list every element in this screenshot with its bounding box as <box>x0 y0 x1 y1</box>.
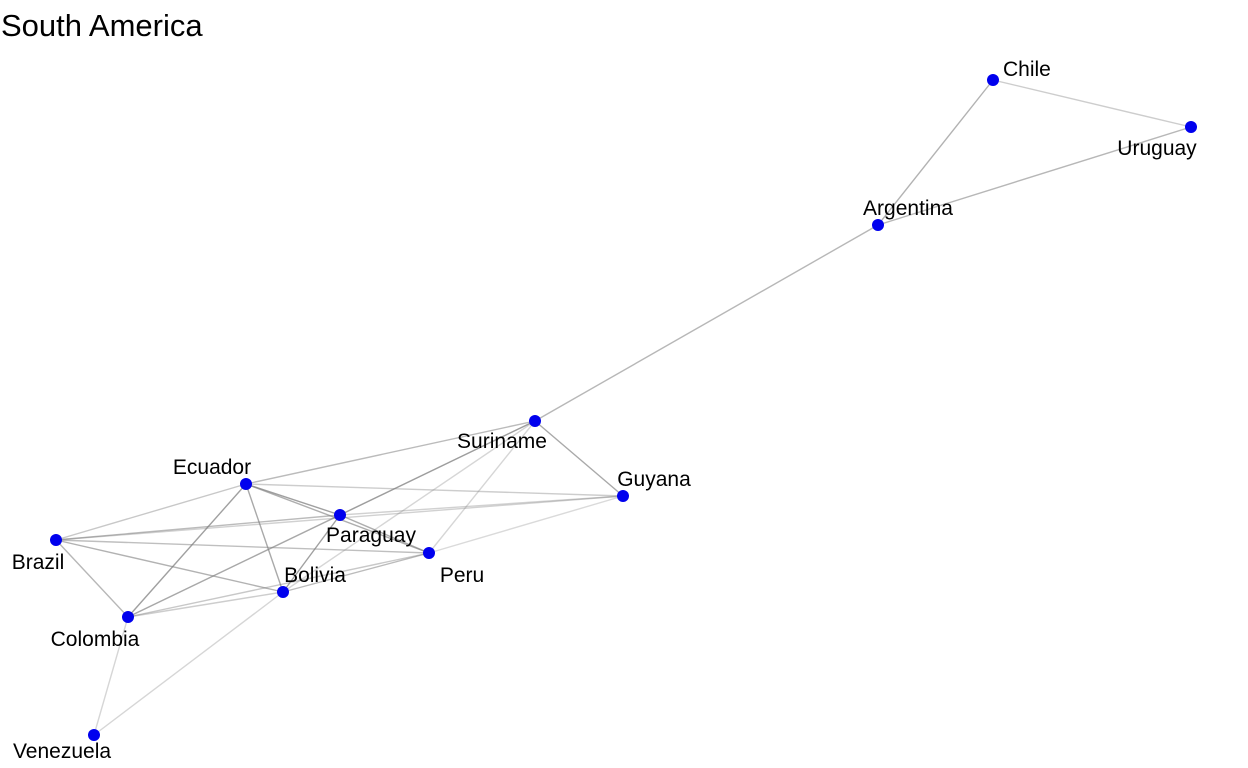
node-chile <box>987 74 999 86</box>
node-argentina <box>872 219 884 231</box>
edge-ecuador-guyana <box>245 483 624 497</box>
edge-brazil-bolivia <box>55 539 284 593</box>
edge-suriname-bolivia <box>282 420 536 593</box>
diagram-title: South America <box>1 8 203 43</box>
edge-paraguay-colombia <box>127 514 341 618</box>
edge-uruguay-argentina <box>877 126 1192 226</box>
node-guyana <box>617 490 629 502</box>
edge-ecuador-bolivia <box>245 483 284 593</box>
node-label-paraguay: Paraguay <box>326 524 416 547</box>
edge-bolivia-colombia <box>127 591 284 618</box>
edge-colombia-venezuela <box>93 616 129 736</box>
node-label-guyana: Guyana <box>617 468 691 491</box>
node-label-colombia: Colombia <box>51 628 140 651</box>
node-label-bolivia: Bolivia <box>284 564 346 587</box>
edge-suriname-ecuador <box>245 420 536 485</box>
edge-ecuador-colombia <box>127 483 247 618</box>
node-label-ecuador: Ecuador <box>173 456 251 479</box>
edge-paraguay-bolivia <box>282 514 341 593</box>
node-label-brazil: Brazil <box>12 551 65 574</box>
node-colombia <box>122 611 134 623</box>
node-bolivia <box>277 586 289 598</box>
node-label-suriname: Suriname <box>457 430 547 453</box>
edge-peru-suriname <box>428 420 536 554</box>
edge-ecuador-brazil <box>55 483 247 541</box>
node-peru <box>423 547 435 559</box>
edge-suriname-paraguay <box>339 420 536 516</box>
edge-brazil-colombia <box>55 539 129 618</box>
node-suriname <box>529 415 541 427</box>
edge-chile-argentina <box>877 79 994 226</box>
node-label-uruguay: Uruguay <box>1117 137 1197 160</box>
node-label-argentina: Argentina <box>863 197 953 220</box>
edge-brazil-paraguay <box>55 514 341 541</box>
node-paraguay <box>334 509 346 521</box>
edge-guyana-peru <box>428 495 624 554</box>
node-venezuela <box>88 729 100 741</box>
edge-peru-bolivia <box>282 552 430 593</box>
node-brazil <box>50 534 62 546</box>
edge-layer <box>55 79 1192 736</box>
edge-brazil-peru <box>55 539 430 554</box>
edge-peru-colombia <box>127 552 430 618</box>
node-ecuador <box>240 478 252 490</box>
edge-paraguay-peru <box>339 514 430 554</box>
node-label-venezuela: Venezuela <box>13 740 111 763</box>
label-layer: Chile Uruguay Argentina Suriname Guyana Ecuad… <box>12 58 1197 763</box>
edge-suriname-guyana <box>534 420 624 497</box>
edge-chile-uruguay <box>992 79 1192 128</box>
node-label-peru: Peru <box>440 564 484 587</box>
edge-argentina-suriname <box>534 224 879 422</box>
edge-bolivia-venezuela <box>93 591 284 736</box>
node-uruguay <box>1185 121 1197 133</box>
node-label-chile: Chile <box>1003 58 1051 81</box>
node-layer <box>50 74 1197 741</box>
edge-paraguay-guyana <box>339 495 624 516</box>
